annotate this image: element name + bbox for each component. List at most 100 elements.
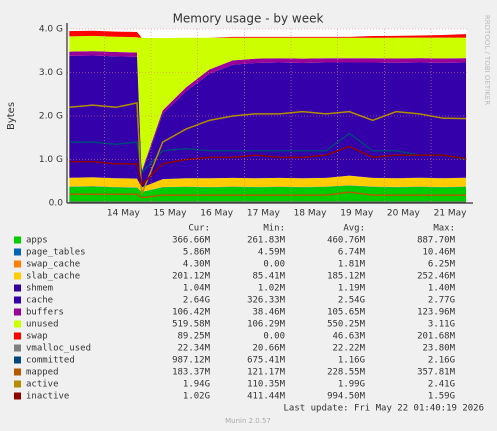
chart-title: Memory usage - by week <box>173 12 324 26</box>
legend-stat: 185.12M <box>327 272 366 282</box>
line <box>69 102 467 195</box>
x-tick-label: 19 May <box>340 209 374 219</box>
legend-stat: 519.58M <box>172 320 211 330</box>
y-tick-label: 0.0 <box>49 199 64 209</box>
legend-stat: 6.74M <box>338 248 366 258</box>
legend-stat: 3.11G <box>428 320 455 330</box>
legend-stat: 38.46M <box>252 308 285 318</box>
legend-label: vmalloc_used <box>26 344 91 354</box>
area <box>69 185 467 193</box>
legend-stat: 121.17M <box>247 368 286 378</box>
legend-stat: 1.04M <box>183 284 211 294</box>
legend-swatch <box>14 392 21 400</box>
legend-label: cache <box>26 296 53 306</box>
legend-stat: 2.54G <box>338 296 365 306</box>
legend-stat: 411.44M <box>247 392 286 402</box>
legend-stat: 85.41M <box>252 272 285 282</box>
legend-swatch <box>14 356 21 364</box>
legend-stat: 550.25M <box>327 320 366 330</box>
legend-stat: 106.42M <box>172 308 211 318</box>
area <box>69 185 467 192</box>
area <box>69 185 467 203</box>
legend-stat: 1.99G <box>338 380 365 390</box>
legend-stat: 23.80M <box>422 344 455 354</box>
legend-label: active <box>26 380 59 390</box>
line <box>69 145 467 187</box>
legend-stat: 89.25M <box>177 332 210 342</box>
x-tick-label: 14 May <box>107 209 141 219</box>
legend-stat: 20.66M <box>252 344 285 354</box>
legend-label: shmem <box>26 284 53 294</box>
x-tick-label: 15 May <box>154 209 188 219</box>
legend-stat: 4.30M <box>183 260 211 270</box>
legend-stat: 2.16G <box>428 356 455 366</box>
legend-stat: 22.22M <box>332 344 365 354</box>
legend-stat: 1.59G <box>428 392 455 402</box>
legend-stat: 994.50M <box>327 392 366 402</box>
y-axis-label: Bytes <box>6 102 17 130</box>
side-label: RRDTOOL / TOBI OETIKER <box>483 15 491 105</box>
legend-header: Cur: <box>188 224 210 234</box>
legend-swatch <box>14 260 21 268</box>
legend-stat: 1.19M <box>338 284 366 294</box>
legend-stat: 326.33M <box>247 296 286 306</box>
version: Munin 2.0.57 <box>225 417 271 425</box>
legend-header: Min: <box>263 224 285 234</box>
legend-stat: 675.41M <box>247 356 286 366</box>
legend-stat: 110.35M <box>247 380 286 390</box>
y-tick-label: 1.0 G <box>39 155 63 165</box>
legend-stat: 2.77G <box>428 296 455 306</box>
legend-stat: 0.00 <box>263 332 285 342</box>
legend-swatch <box>14 236 21 244</box>
legend-label: swap <box>26 332 48 342</box>
legend-stat: 123.96M <box>417 308 456 318</box>
legend-stat: 261.83M <box>247 236 286 246</box>
legend-stat: 183.37M <box>172 368 211 378</box>
legend-stat: 366.66M <box>172 236 211 246</box>
x-tick-label: 18 May <box>294 209 328 219</box>
legend-stat: 987.12M <box>172 356 211 366</box>
footer: Last update: Fri May 22 01:40:19 2026 <box>284 404 484 414</box>
legend-swatch <box>14 332 21 340</box>
legend-stat: 1.02G <box>183 392 210 402</box>
line <box>69 191 467 199</box>
legend-swatch <box>14 272 21 280</box>
legend-label: slab_cache <box>26 272 80 282</box>
y-tick-label: 2.0 G <box>39 112 63 122</box>
legend-stat: 10.46M <box>422 248 455 258</box>
legend-swatch <box>14 344 21 352</box>
legend-stat: 22.34M <box>177 344 210 354</box>
legend-stat: 6.25M <box>428 260 456 270</box>
legend-stat: 460.76M <box>327 236 366 246</box>
legend-stat: 2.64G <box>183 296 210 306</box>
area <box>69 35 467 172</box>
legend-swatch <box>14 248 21 256</box>
legend-stat: 1.16G <box>338 356 365 366</box>
legend-stat: 357.81M <box>417 368 456 378</box>
legend-stat: 5.86M <box>183 248 211 258</box>
legend-swatch <box>14 368 21 376</box>
x-tick-label: 20 May <box>387 209 421 219</box>
legend-stat: 887.70M <box>417 236 456 246</box>
legend-label: inactive <box>26 392 69 402</box>
x-tick-label: 17 May <box>247 209 281 219</box>
legend-label: buffers <box>26 308 64 318</box>
line <box>69 132 467 175</box>
legend-stat: 201.12M <box>172 272 211 282</box>
legend-stat: 105.65M <box>327 308 366 318</box>
legend-header: Avg: <box>343 224 365 234</box>
y-tick-label: 4.0 G <box>39 25 63 35</box>
legend-stat: 1.02M <box>258 284 286 294</box>
legend-swatch <box>14 308 21 316</box>
legend-label: swap_cache <box>26 260 80 270</box>
legend-stat: 106.29M <box>247 320 286 330</box>
area <box>69 30 467 39</box>
legend-stat: 1.94G <box>183 380 210 390</box>
legend-stat: 201.68M <box>417 332 456 342</box>
legend-label: page_tables <box>26 248 86 258</box>
legend-stat: 252.46M <box>417 272 456 282</box>
legend-stat: 2.41G <box>428 380 455 390</box>
area <box>69 55 467 188</box>
legend-stat: 1.81M <box>338 260 366 270</box>
